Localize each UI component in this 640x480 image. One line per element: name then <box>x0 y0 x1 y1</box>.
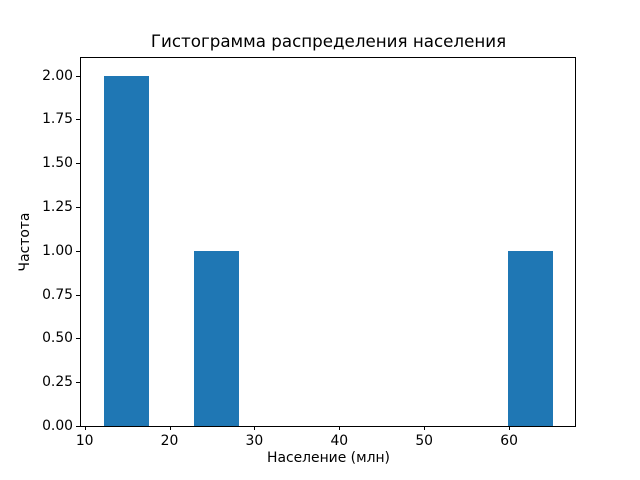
x-tick-mark <box>509 426 511 430</box>
x-tick-label: 50 <box>415 433 434 449</box>
x-tick-mark <box>424 426 426 430</box>
x-tick-label: 60 <box>500 433 518 449</box>
x-tick-label: 30 <box>245 433 264 449</box>
x-tick-mark <box>254 426 256 430</box>
y-tick-mark <box>76 426 80 427</box>
histogram-bar <box>193 250 239 426</box>
x-tick-mark <box>169 426 171 430</box>
x-axis-label: Население (млн) <box>267 450 390 466</box>
x-tick-mark <box>84 426 86 430</box>
y-tick-label: 0.00 <box>42 418 73 434</box>
y-tick-label: 0.50 <box>42 330 73 347</box>
y-tick-mark <box>76 75 80 77</box>
y-tick-label: 1.50 <box>42 155 73 172</box>
y-tick-mark <box>76 382 80 384</box>
y-tick-mark <box>76 294 80 296</box>
x-tick-label: 20 <box>160 433 179 449</box>
y-tick-mark <box>76 250 80 252</box>
plot-area <box>80 57 576 427</box>
y-tick-mark <box>76 163 80 165</box>
y-tick-label: 1.00 <box>42 242 73 259</box>
y-tick-label: 2.00 <box>42 67 73 84</box>
y-tick-mark <box>76 119 80 121</box>
y-tick-mark <box>76 338 80 340</box>
histogram-bar <box>103 75 149 426</box>
y-tick-label: 0.75 <box>42 286 73 303</box>
x-tick-mark <box>339 426 341 430</box>
x-tick-label: 10 <box>75 433 94 449</box>
histogram-bar <box>508 250 554 426</box>
chart-title: Гистограмма распределения населения <box>150 31 507 51</box>
y-tick-label: 1.25 <box>42 199 73 215</box>
y-tick-label: 1.75 <box>42 111 73 128</box>
y-tick-mark <box>76 207 80 208</box>
y-tick-label: 0.25 <box>42 374 73 391</box>
x-tick-label: 40 <box>330 433 349 449</box>
